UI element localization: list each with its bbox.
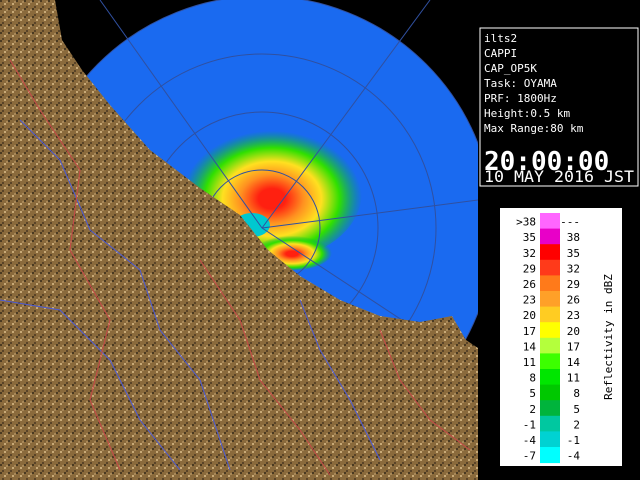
legend-high: 17 (567, 340, 580, 353)
time: 20:00:00 (484, 147, 609, 177)
legend-swatch (540, 213, 560, 230)
legend-swatch (540, 337, 560, 354)
legend-low: 5 (529, 387, 536, 400)
legend-swatch (540, 228, 560, 245)
legend-swatch (540, 353, 560, 370)
map (0, 0, 478, 480)
legend-high: 35 (567, 247, 580, 260)
legend-low: 26 (523, 278, 536, 291)
date: 10 MAY 2016 JST (484, 167, 634, 186)
legend-high: 23 (567, 309, 580, 322)
legend-swatch (540, 400, 560, 417)
legend-swatch (540, 259, 560, 276)
legend-high: 20 (567, 325, 580, 338)
legend-low: 17 (523, 325, 536, 338)
legend-swatch (540, 322, 560, 339)
legend-high: 5 (573, 403, 580, 416)
legend-swatch (540, 275, 560, 292)
legend-unit: Reflectivity in dBZ (602, 274, 615, 400)
legend-low: 2 (529, 403, 536, 416)
legend-high: 14 (567, 356, 581, 369)
legend-low: 35 (523, 231, 536, 244)
info-line: ilts2 (484, 32, 517, 45)
rivers-borders (0, 59, 471, 476)
info-line: Max Range:80 km (484, 122, 584, 135)
legend-swatch (540, 369, 560, 386)
legend-high: 2 (573, 418, 580, 431)
legend-low: 23 (523, 294, 536, 307)
legend-swatch (540, 291, 560, 308)
legend-low: 32 (523, 247, 536, 260)
info-line: CAP_OP5K (484, 62, 537, 75)
legend-high: 29 (567, 278, 580, 291)
info-line: PRF: 1800Hz (484, 92, 557, 105)
legend-low: 29 (523, 262, 536, 275)
legend-swatch (540, 415, 560, 432)
legend-high: 38 (567, 231, 580, 244)
legend-swatch (540, 447, 560, 464)
legend-low: >38 (516, 216, 536, 229)
legend-low: -4 (523, 434, 537, 447)
legend-low: 14 (523, 340, 537, 353)
legend-low: 20 (523, 309, 536, 322)
legend-swatch (540, 306, 560, 323)
legend-high: -4 (567, 450, 581, 463)
legend-low: -7 (523, 450, 536, 463)
legend-high: 8 (573, 387, 580, 400)
info-line: Height:0.5 km (484, 107, 570, 120)
legend-swatch (540, 431, 560, 448)
legend-swatch (540, 244, 560, 261)
legend-high: --- (560, 216, 580, 229)
legend-swatch (540, 384, 560, 401)
info-line: CAPPI (484, 47, 517, 60)
legend-low: 8 (529, 372, 536, 385)
legend-box (500, 208, 622, 466)
legend-high: 26 (567, 294, 580, 307)
info-box (479, 27, 639, 187)
legend-high: 32 (567, 262, 580, 275)
legend-low: 11 (523, 356, 536, 369)
info-line: Task: OYAMA (484, 77, 557, 90)
legend-high: -1 (567, 434, 580, 447)
legend-high: 11 (567, 372, 580, 385)
legend-low: -1 (523, 418, 536, 431)
land (0, 0, 478, 480)
